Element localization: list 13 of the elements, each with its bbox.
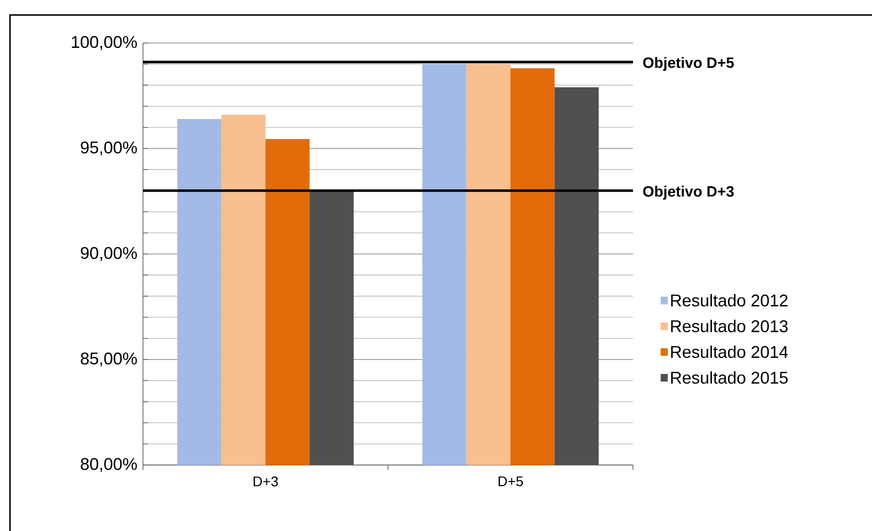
x-tick-label: D+3 (254, 476, 278, 486)
legend-label: Resultado 2015 (671, 371, 788, 384)
ref-line-label: Objetivo D+5 (643, 57, 734, 71)
y-tick-label: 100,00% (72, 36, 137, 50)
ref-line-label: Objetivo D+3 (643, 186, 734, 200)
x-tick-label: D+5 (498, 476, 523, 486)
legend-label: Resultado 2013 (671, 320, 788, 332)
y-tick-label: 85,00% (80, 352, 137, 366)
y-tick-label: 95,00% (80, 141, 137, 156)
y-tick-label: 80,00% (80, 458, 137, 472)
legend-label: Resultado 2012 (671, 294, 788, 306)
legend-label: Resultado 2014 (671, 346, 788, 358)
y-tick-label: 90,00% (80, 246, 137, 261)
